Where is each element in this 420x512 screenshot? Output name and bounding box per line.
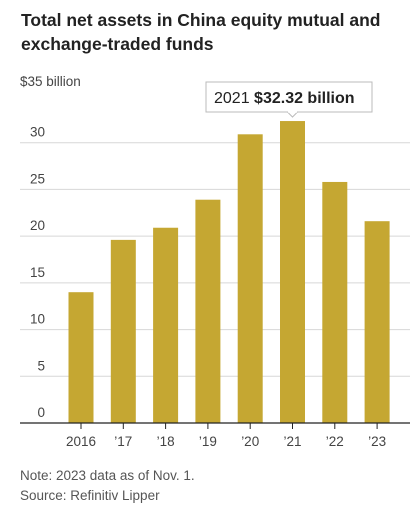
bar-7 [364,221,390,423]
annotation-text: 2021 $32.32 billion [214,90,355,107]
bar-4 [237,134,263,423]
bar-2 [153,227,179,423]
annotation-year: 2021 [214,90,254,107]
annotation-box [205,81,373,113]
x-tick-label: ’17 [114,434,132,449]
x-tick-label: ’19 [199,434,217,449]
note-text: Note: 2023 data as of Nov. 1. [20,468,195,483]
y-tick-label: 10 [30,312,45,327]
y-tick-label: 30 [30,125,45,140]
y-axis-unit-label: $35 billion [20,74,81,89]
source-text: Source: Refinitiv Lipper [20,488,160,503]
annotation-value: $32.32 billion [254,90,354,107]
y-tick-label: 15 [30,265,45,280]
y-tick-label: 20 [30,218,45,233]
bar-0 [68,292,94,423]
x-tick-label: ’18 [157,434,175,449]
chart-title: Total net assets in China equity mutual … [21,10,381,54]
footnote: Note: 2023 data as of Nov. 1. Source: Re… [20,466,195,506]
bar-3 [195,199,221,423]
bars [68,121,390,424]
annotation-pointer [287,111,298,118]
x-tick-labels: 2016 ’17 ’18 ’19 ’20 ’21 ’22 ’23 [20,422,410,449]
y-tick-label: 25 [30,171,45,186]
x-tick-label: ’22 [326,434,344,449]
bar-6 [322,181,348,423]
y-tick-labels: 0 5 10 15 20 25 30 [30,125,45,420]
bar-1 [110,239,136,423]
x-tick-label: ’21 [283,434,301,449]
y-tick-label: 5 [37,358,45,373]
x-tick-label: ’23 [368,434,386,449]
x-tick-label: ’20 [241,434,259,449]
x-tick-label: 2016 [66,434,96,449]
y-tick-label: 0 [37,405,45,420]
annotation-callout: 2021 $32.32 billion [205,81,373,118]
bar-5 [280,121,305,424]
